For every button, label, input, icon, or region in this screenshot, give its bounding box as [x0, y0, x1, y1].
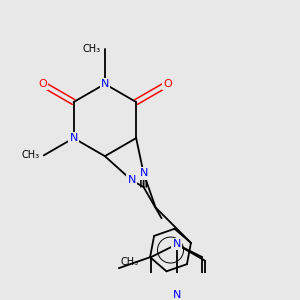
Text: N: N [140, 168, 148, 178]
Text: N: N [101, 79, 109, 89]
Text: CH₃: CH₃ [82, 44, 100, 54]
Text: CH₃: CH₃ [21, 150, 39, 161]
Text: N: N [172, 290, 181, 300]
Text: O: O [38, 79, 47, 89]
Text: O: O [163, 79, 172, 89]
Text: CH₃: CH₃ [120, 257, 139, 267]
Text: N: N [128, 175, 136, 185]
Text: N: N [69, 133, 78, 143]
Text: N: N [172, 239, 181, 249]
